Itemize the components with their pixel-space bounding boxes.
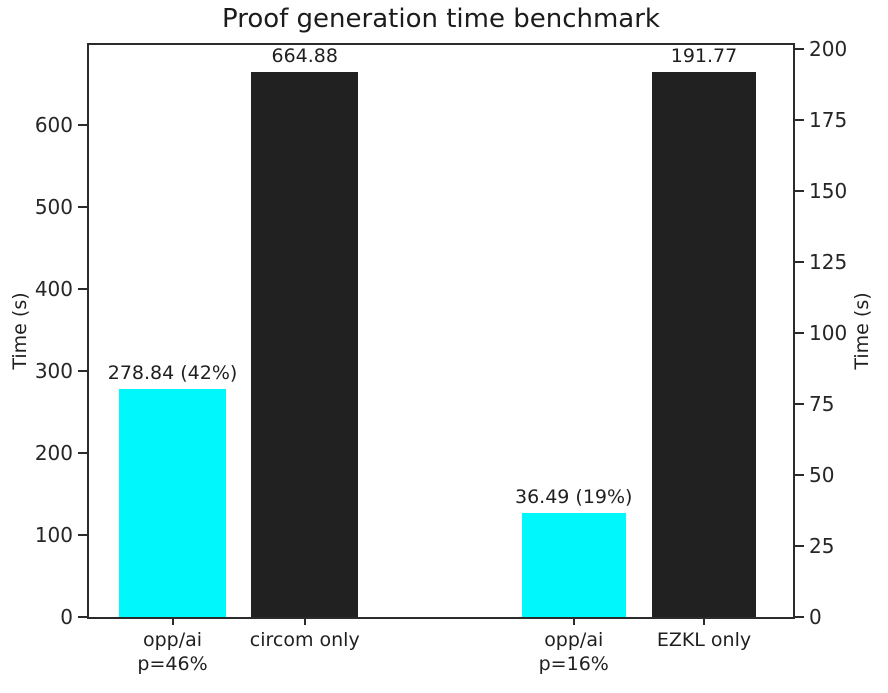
right-y-tick-mark xyxy=(795,47,804,50)
left-y-tick-mark xyxy=(78,370,87,373)
left-y-tick-label: 100 xyxy=(34,523,73,548)
left-y-tick-label: 200 xyxy=(34,441,73,466)
right-y-tick-mark xyxy=(795,189,804,192)
bar-value-label: 664.88 xyxy=(271,45,338,68)
left-y-tick-label: 0 xyxy=(60,605,73,629)
right-y-axis-label: Time (s) xyxy=(851,292,873,370)
chart-title: Proof generation time benchmark xyxy=(221,4,660,34)
x-tick-mark xyxy=(572,617,575,625)
x-tick-label: circom only xyxy=(249,629,360,651)
bar xyxy=(651,72,757,617)
right-y-tick-label: 125 xyxy=(809,249,848,274)
right-y-tick-label: 25 xyxy=(809,533,835,558)
left-y-tick-label: 300 xyxy=(34,359,73,384)
left-y-tick-mark xyxy=(78,288,87,291)
right-y-tick-label: 200 xyxy=(809,36,848,61)
right-y-tick-label: 50 xyxy=(809,462,835,487)
plot-area: 0 100 200 300 400 500 600 0 25 50 75 100 125 150 175 20… xyxy=(35,37,847,675)
left-y-tick-mark xyxy=(78,206,87,209)
right-y-tick-label: 150 xyxy=(809,178,848,203)
left-y-tick-mark xyxy=(78,124,87,127)
left-y-tick-mark xyxy=(78,452,87,455)
x-tick-mark xyxy=(171,617,174,625)
right-y-tick-label: 0 xyxy=(809,605,822,629)
bar-value-label: 278.84 (42%) xyxy=(107,361,238,384)
x-tick-label: EZKL only xyxy=(656,629,752,651)
bar xyxy=(521,513,626,617)
bar xyxy=(118,388,227,617)
right-y-tick-label: 175 xyxy=(809,107,848,132)
right-y-tick-mark xyxy=(795,616,804,618)
right-y-tick-label: 100 xyxy=(809,320,848,345)
bar xyxy=(251,72,359,617)
right-y-tick-mark xyxy=(795,544,804,547)
right-y-tick-mark xyxy=(795,260,804,263)
x-tick-label: opp/ai p=46% xyxy=(137,629,208,675)
left-y-tick-label: 400 xyxy=(34,277,73,302)
right-y-tick-mark xyxy=(795,331,804,334)
left-y-tick-mark xyxy=(78,616,87,618)
bar-value-label: 191.77 xyxy=(670,45,738,68)
left-y-tick-label: 500 xyxy=(34,195,73,220)
right-y-tick-mark xyxy=(795,473,804,476)
x-tick-label: opp/ai p=16% xyxy=(538,629,609,675)
right-y-tick-mark xyxy=(795,402,804,405)
left-y-tick-mark xyxy=(78,534,87,537)
bar-value-label: 36.49 (19%) xyxy=(514,486,633,509)
left-y-tick-label: 600 xyxy=(34,113,73,138)
x-tick-mark xyxy=(303,617,306,625)
left-y-axis-label: Time (s) xyxy=(9,292,31,370)
right-y-tick-mark xyxy=(795,118,804,121)
x-tick-mark xyxy=(702,617,705,625)
right-y-tick-label: 75 xyxy=(809,391,835,416)
